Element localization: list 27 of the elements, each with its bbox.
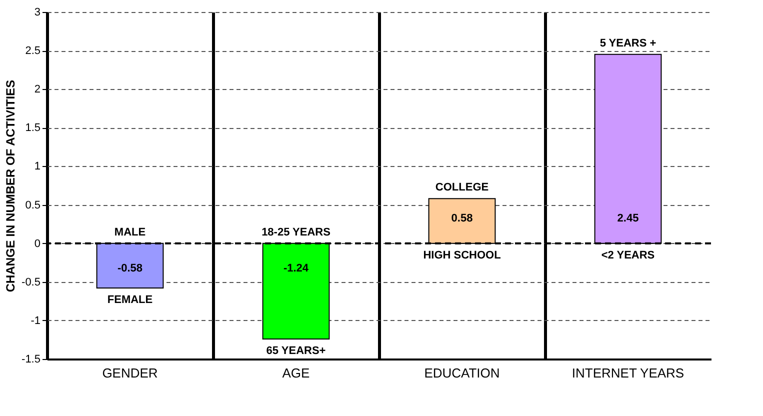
y-tick-label: -1 [30,314,40,327]
y-tick-label: 1.5 [25,122,40,134]
annotation: FEMALE [107,294,153,306]
annotation: MALE [114,226,146,238]
y-tick-label: 0 [34,238,40,250]
data-label: -1.24 [283,262,310,274]
x-tick-label: INTERNET YEARS [572,366,684,380]
y-tick-label: -1.5 [22,354,40,366]
annotation: COLLEGE [435,182,489,194]
annotation: HIGH SCHOOL [423,249,502,262]
y-tick-label: 1 [34,160,40,173]
y-tick-label: -0.5 [22,276,40,288]
annotation: 5 YEARS + [600,37,656,50]
data-label: 0.58 [451,212,473,224]
y-tick-label: 2.5 [25,45,40,58]
annotation: <2 YEARS [601,249,655,262]
data-label: 2.45 [617,212,639,224]
y-tick-label: 2 [34,84,40,96]
data-label: -0.58 [117,262,143,274]
x-tick-label: EDUCATION [424,366,500,380]
annotation: 18-25 YEARS [262,226,330,238]
y-tick-label: 0.5 [25,199,40,212]
x-tick-label: GENDER [102,366,158,380]
y-axis-title: CHANGE IN NUMBER OF ACTIVITIES [4,80,18,292]
x-tick-label: AGE [282,366,310,380]
annotation: 65 YEARS+ [266,344,326,357]
y-tick-label: 3 [34,6,40,18]
